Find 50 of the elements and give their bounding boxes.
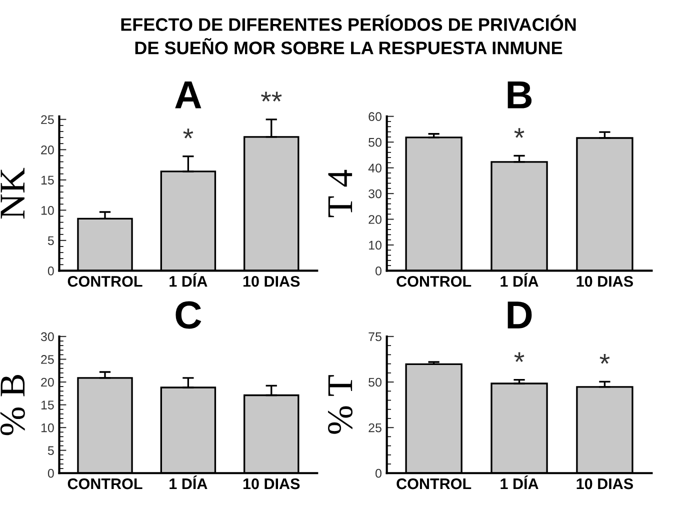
annotation: ** <box>261 92 282 102</box>
y-axis-title: % T <box>328 375 353 434</box>
chart-title: A <box>175 82 202 108</box>
chart-title: D <box>508 302 532 328</box>
x-tick-label: CONTROL <box>68 478 142 490</box>
annotation: * <box>514 128 524 138</box>
annotation: * <box>183 128 194 138</box>
y-tick-label: 20 <box>41 378 54 387</box>
y-tick-label: 0 <box>376 266 382 276</box>
y-tick-label: 20 <box>368 215 382 224</box>
chart-title: C <box>176 301 202 329</box>
y-axis-title: NK <box>0 168 24 219</box>
x-tick-label: CONTROL <box>68 276 142 287</box>
y-tick-label: 0 <box>48 266 54 276</box>
y-tick-label: 25 <box>368 423 382 432</box>
x-tick-label: 10 DIAS <box>576 276 633 287</box>
x-tick-label: 10 DIAS <box>576 478 633 490</box>
y-tick-label: 10 <box>41 206 54 215</box>
y-tick-label: 30 <box>40 332 54 342</box>
y-tick-label: 10 <box>369 240 382 250</box>
y-axis-title: T 4 <box>328 170 352 218</box>
y-tick-label: 50 <box>368 138 382 147</box>
chart-title: B <box>508 82 532 108</box>
y-tick-label: 15 <box>41 400 54 410</box>
annotation: * <box>600 354 610 364</box>
text: EFECTO DE DIFERENTES PERÍODOS DE PRIVACIÓN DE SUEÑO MOR SOBRE LA RESPUESTA INMUNE <box>121 14 576 54</box>
x-tick-label: 1 DÍA <box>170 476 208 490</box>
y-tick-label: 0 <box>376 468 382 478</box>
y-tick-label: 5 <box>48 446 54 455</box>
x-tick-label: CONTROL <box>396 276 472 287</box>
x-tick-label: 1 DÍA <box>500 273 538 287</box>
y-tick-label: 15 <box>41 176 54 185</box>
y-tick-label: 0 <box>48 468 54 478</box>
y-tick-label: 50 <box>368 378 382 387</box>
annotation: * <box>514 352 524 362</box>
x-tick-label: 10 DIAS <box>243 478 300 490</box>
y-tick-label: 10 <box>41 423 54 432</box>
y-tick-label: 60 <box>368 112 382 122</box>
x-tick-label: CONTROL <box>396 478 472 490</box>
y-tick-label: 5 <box>48 236 54 246</box>
y-tick-label: 25 <box>41 355 54 364</box>
y-axis-title: % B <box>0 374 25 436</box>
x-tick-label: 10 DIAS <box>243 276 300 287</box>
y-tick-label: 40 <box>368 164 382 172</box>
y-tick-label: 75 <box>368 332 382 342</box>
y-tick-label: 25 <box>41 115 54 124</box>
y-tick-label: 30 <box>368 189 382 198</box>
x-tick-label: 1 DÍA <box>500 476 538 490</box>
y-tick-label: 20 <box>41 145 54 154</box>
x-tick-label: 1 DÍA <box>170 273 208 287</box>
